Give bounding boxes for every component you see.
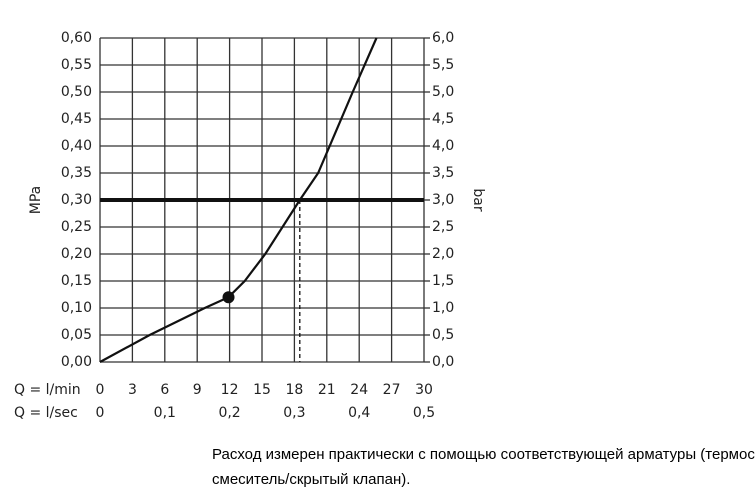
x2-tick-label: 0,2: [218, 405, 240, 421]
y-tick-label: 0,60: [61, 30, 92, 46]
x2-row-label: Q = l/sec: [14, 405, 78, 421]
y2-tick-label: 5,5: [432, 57, 454, 73]
y2-tick-label: 4,0: [432, 138, 454, 154]
y2-tick-label: 4,5: [432, 111, 454, 127]
x-tick-label: 3: [128, 382, 137, 398]
x-tick-label: 21: [318, 382, 336, 398]
y-tick-label: 0,55: [61, 57, 92, 73]
x-tick-label: 18: [285, 382, 303, 398]
y2-tick-label: 3,5: [432, 165, 454, 181]
y2-tick-label: 2,5: [432, 219, 454, 235]
y2-tick-label: 5,0: [432, 84, 454, 100]
y2-tick-label: 1,0: [432, 300, 454, 316]
y-tick-label: 0,50: [61, 84, 92, 100]
y2-tick-label: 2,0: [432, 246, 454, 262]
y-tick-label: 0,30: [61, 192, 92, 208]
x-tick-label: 27: [383, 382, 401, 398]
x-row-label: Q = l/min: [14, 382, 81, 398]
x-tick-label: 0: [96, 382, 105, 398]
y-tick-label: 0,10: [61, 300, 92, 316]
x2-tick-label: 0,5: [413, 405, 435, 421]
y-tick-label: 0,00: [61, 354, 92, 370]
y-tick-label: 0,35: [61, 165, 92, 181]
flow-curve: [99, 37, 378, 363]
y-tick-label: 0,25: [61, 219, 92, 235]
x-tick-label: 12: [221, 382, 239, 398]
marker: [222, 291, 235, 304]
x2-tick-label: 0,1: [154, 405, 176, 421]
y2-tick-label: 3,0: [432, 192, 454, 208]
y-tick-label: 0,05: [61, 327, 92, 343]
y2-tick-label: 0,0: [432, 354, 454, 370]
y-tick-label: 0,45: [61, 111, 92, 127]
x2-tick-label: 0: [96, 405, 105, 421]
y-tick-label: 0,15: [61, 273, 92, 289]
caption: Расход измерен практически с помощью соо…: [212, 446, 755, 463]
x-tick-label: 24: [350, 382, 368, 398]
y-axis-label: MPa: [28, 186, 44, 214]
y2-tick-label: 1,5: [432, 273, 454, 289]
y2-tick-label: 0,5: [432, 327, 454, 343]
x-tick-label: 30: [415, 382, 433, 398]
y2-tick-label: 6,0: [432, 30, 454, 46]
x-tick-label: 9: [193, 382, 202, 398]
x-tick-label: 6: [160, 382, 169, 398]
y2-axis-label: bar: [470, 188, 486, 211]
x2-tick-label: 0,3: [283, 405, 305, 421]
x2-tick-label: 0,4: [348, 405, 370, 421]
x-tick-label: 15: [253, 382, 271, 398]
y-tick-label: 0,40: [61, 138, 92, 154]
y-tick-label: 0,20: [61, 246, 92, 262]
caption: смеситель/скрытый клапан).: [212, 471, 410, 488]
